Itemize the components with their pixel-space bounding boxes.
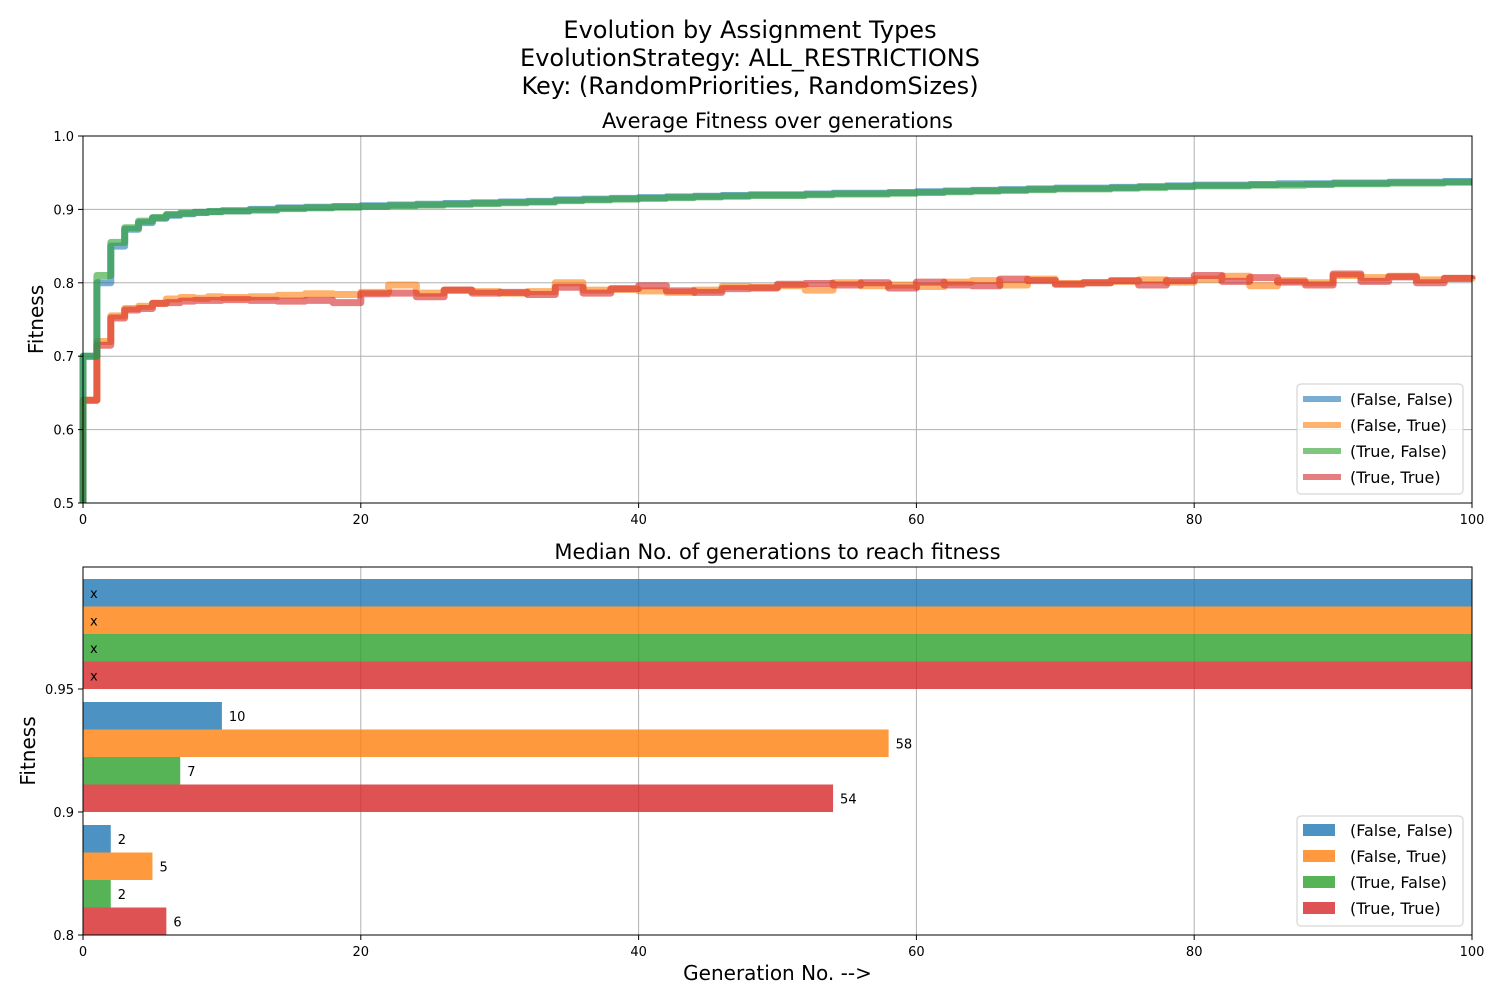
line-chart-ytick-label: 0.7 [53,350,74,365]
bar-chart-ytick-label: 0.8 [53,929,74,944]
bar-chart-xtick-label: 20 [353,945,370,960]
bar-legend-swatch-0 [1303,824,1335,836]
bar-2-0 [83,880,111,908]
bar-value-label: 5 [159,860,167,875]
bar-chart-title: Median No. of generations to reach fitne… [554,540,1000,564]
bar-legend-swatch-3 [1303,902,1335,914]
bar-1-1 [83,729,889,757]
bar-value-label: 6 [173,915,181,930]
line-chart-frame [82,135,1473,504]
bar-0-0 [83,825,111,853]
bar-1-2 [83,606,1472,634]
bar-chart-xtick-label: 80 [1186,945,1203,960]
figure-title-line-1: Evolution by Assignment Types [563,16,937,44]
bar-legend-label-1: (False, True) [1350,847,1447,866]
line-chart-ytick-label: 0.5 [53,497,74,512]
bar-unreached-label: x [90,587,98,602]
bar-legend-label-2: (True, False) [1350,873,1447,892]
bar-chart-xtick-label: 40 [630,945,647,960]
line-chart-xtick-label: 100 [1460,513,1485,528]
line-legend-label-3: (True, True) [1350,468,1441,487]
bar-chart-ytick-label: 0.95 [45,683,74,698]
line-chart-legend [1296,383,1464,495]
line-chart: 0 20 40 60 80 100 0.5 0.6 0.7 0.8 0.9 1.0 Average Fi… [24,109,1484,528]
bar-chart-xtick-label: 100 [1460,945,1485,960]
bar-chart-ytick-label: 0.9 [53,806,74,821]
line-chart-ylabel: Fitness [24,285,48,354]
bar-value-label: 10 [229,710,246,725]
line-legend-label-2: (True, False) [1350,442,1447,461]
bar-value-label: 54 [840,792,857,807]
bar-value-label: 58 [896,737,913,752]
bar-chart-legend [1296,815,1464,927]
line-series-1 [79,271,1476,503]
bar-unreached-label: x [90,614,98,629]
line-legend-label-0: (False, False) [1350,390,1453,409]
bar-0-2 [83,579,1472,607]
bar-value-label: 2 [118,888,126,903]
line-series-0 [79,178,1472,503]
bar-chart-frame [82,566,1473,936]
bar-3-2 [83,661,1472,689]
line-chart-ytick-label: 0.8 [53,277,74,292]
line-series-3 [79,270,1476,503]
bar-chart-xlabel: Generation No. --> [683,961,872,985]
bar-chart-ylabel: Fitness [16,716,40,785]
line-legend-label-1: (False, True) [1350,416,1447,435]
figure-title-line-3: Key: (RandomPriorities, RandomSizes) [521,72,979,100]
line-chart-xtick-label: 60 [908,513,925,528]
bar-unreached-label: x [90,642,98,657]
line-chart-xtick-label: 40 [630,513,647,528]
bar-2-2 [83,634,1472,662]
line-chart-ytick-label: 1.0 [53,130,74,145]
line-chart-xtick-label: 20 [353,513,370,528]
bar-1-0 [83,852,153,880]
line-chart-xtick-label: 80 [1186,513,1203,528]
bar-2-1 [83,757,181,785]
bar-legend-swatch-2 [1303,876,1335,888]
bar-value-label: 7 [187,765,195,780]
bar-3-0 [83,907,167,935]
figure-title-line-2: EvolutionStrategy: ALL_RESTRICTIONS [520,44,980,72]
bar-unreached-label: x [90,669,98,684]
line-chart-xtick-label: 0 [79,513,87,528]
line-chart-ytick-label: 0.9 [53,203,74,218]
bar-0-1 [83,702,222,730]
bar-chart-xtick-label: 60 [908,945,925,960]
bar-legend-label-0: (False, False) [1350,821,1453,840]
line-chart-ytick-label: 0.6 [53,424,74,439]
bar-3-1 [83,784,834,812]
line-chart-title: Average Fitness over generations [602,109,953,133]
bar-chart-xtick-label: 0 [79,945,87,960]
line-series-2 [79,178,1472,503]
bar-legend-label-3: (True, True) [1350,899,1441,918]
bar-legend-swatch-1 [1303,850,1335,862]
bar-value-label: 2 [118,833,126,848]
